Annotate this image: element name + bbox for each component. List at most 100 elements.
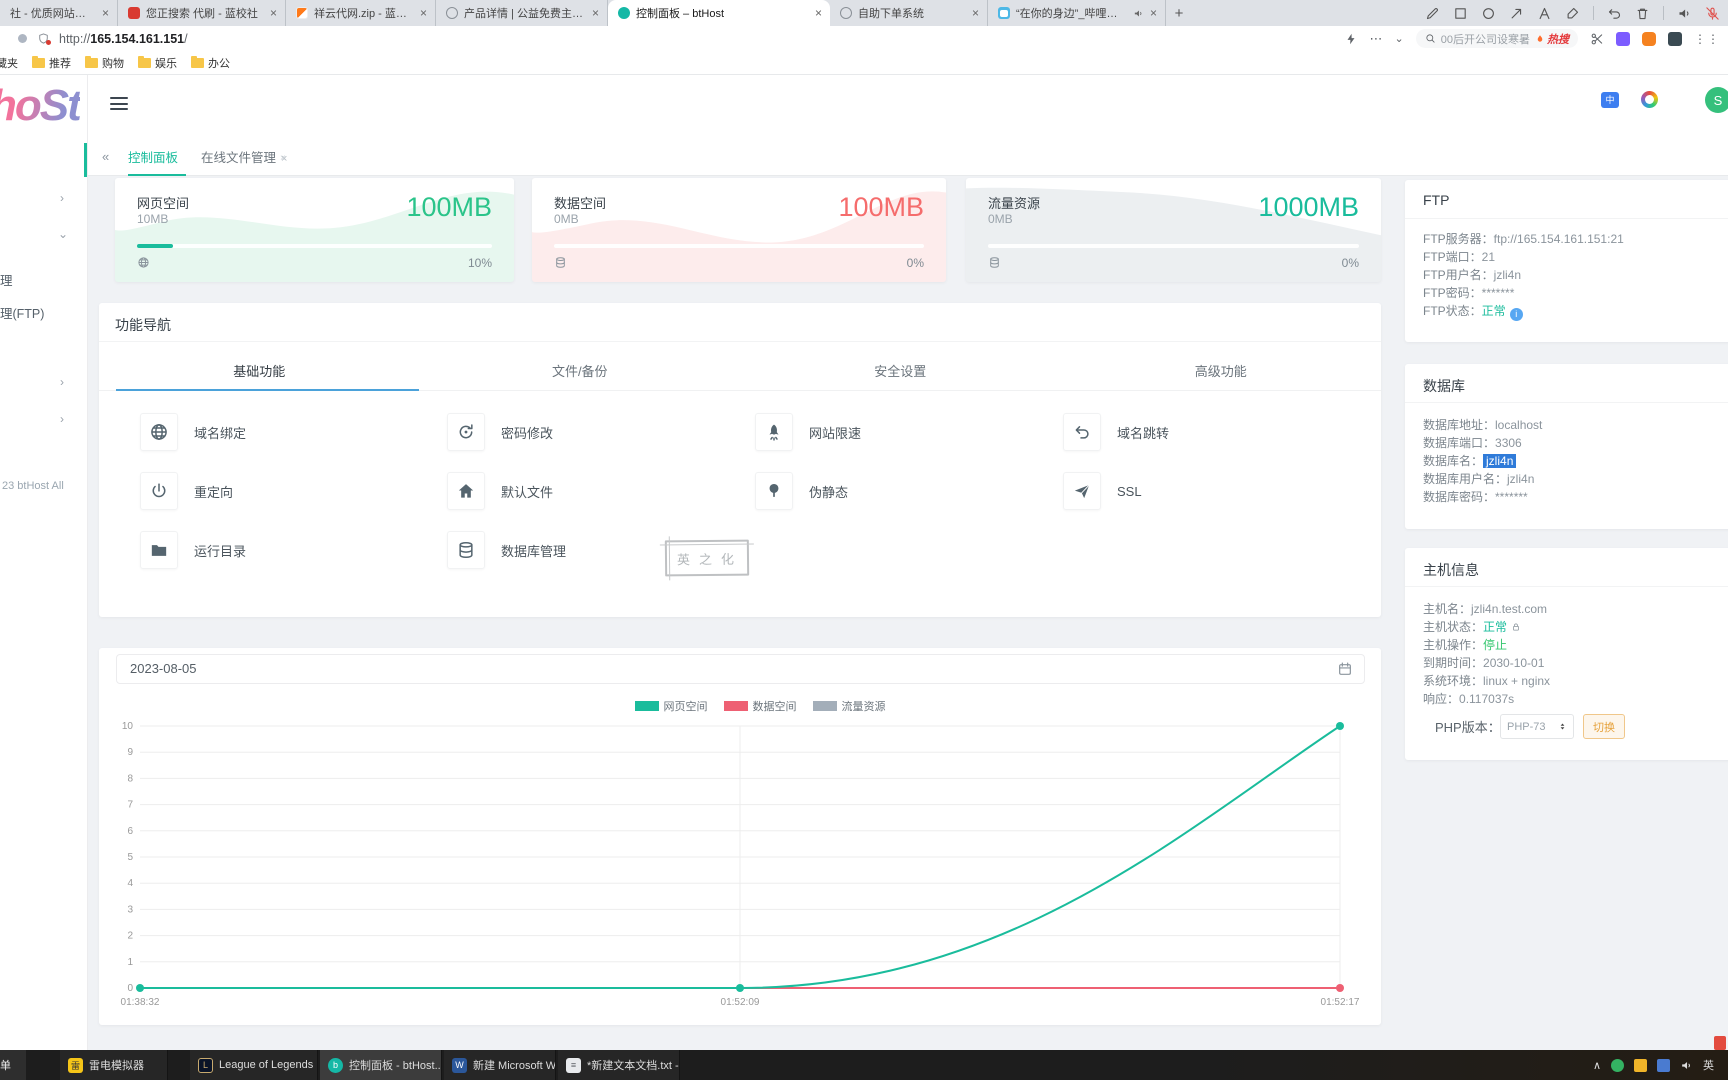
tray-chevron-up-icon[interactable]: ∧: [1592, 1059, 1601, 1072]
row-label: 数据库用户名：: [1423, 472, 1508, 486]
browser-tab[interactable]: 您正搜索 代刷 - 蓝校社 ×: [118, 0, 286, 26]
pencil-icon[interactable]: [1425, 6, 1440, 21]
function-item[interactable]: 密码修改: [447, 413, 553, 451]
sidebar-item-file-manager[interactable]: 理: [0, 274, 13, 288]
chevron-right-icon[interactable]: ›: [60, 375, 64, 389]
tray-green-icon[interactable]: [1611, 1058, 1624, 1072]
bookmark-folder[interactable]: 办公: [191, 55, 230, 71]
tray-blue-icon[interactable]: [1657, 1058, 1670, 1072]
url-text[interactable]: http://165.154.161.151/: [59, 32, 188, 46]
square-icon[interactable]: [1453, 6, 1468, 21]
hamburger-menu-icon[interactable]: [110, 97, 128, 110]
page-tab-dashboard[interactable]: 控制面板: [128, 151, 179, 165]
site-info-icon[interactable]: [18, 34, 27, 43]
legend-item[interactable]: 数据空间: [723, 698, 797, 714]
ghost-close-icon[interactable]: ×: [280, 153, 286, 164]
tab-close-icon[interactable]: ×: [591, 6, 599, 20]
not-secure-shield-icon[interactable]: [37, 32, 51, 45]
more-icon[interactable]: ⋯: [1369, 30, 1383, 46]
taskbar-item-ldplayer[interactable]: 雷 雷电模拟器: [60, 1050, 168, 1080]
tab-close-icon[interactable]: ×: [101, 6, 109, 20]
marker-icon[interactable]: [1565, 6, 1580, 21]
chevron-right-icon[interactable]: ›: [60, 412, 64, 426]
arrow-icon[interactable]: [1509, 6, 1524, 21]
undo-icon[interactable]: [1607, 6, 1622, 21]
tab-audio-icon[interactable]: [1133, 8, 1144, 19]
address-bar[interactable]: http://165.154.161.151/ ⋯ ⌄ 00后开公司设寒暑 热搜…: [0, 26, 1728, 51]
chevron-down-icon[interactable]: ⌄: [1394, 33, 1404, 45]
function-item[interactable]: 网站限速: [755, 413, 861, 451]
browser-tab-active[interactable]: 控制面板 – btHost ×: [608, 0, 830, 26]
legend-item[interactable]: 网页空间: [634, 698, 708, 714]
tab-close-icon[interactable]: ×: [971, 6, 979, 20]
tab-close-icon[interactable]: ×: [269, 6, 277, 20]
extension-orange-icon[interactable]: [1642, 31, 1656, 46]
function-item[interactable]: 运行目录: [140, 531, 246, 569]
tab-advanced[interactable]: 高级功能: [1194, 364, 1247, 379]
browser-tab[interactable]: 社 - 优质网站源码与搭建 ×: [0, 0, 118, 26]
host-stop-link[interactable]: 停止: [1483, 638, 1508, 652]
tab-title: “在你的身边”_哔哩哔哩_bi: [1016, 8, 1127, 20]
menu-dots-icon[interactable]: ⋮⋮: [1694, 31, 1720, 46]
extension-purple-icon[interactable]: [1616, 31, 1630, 46]
php-version-select[interactable]: PHP-73: [1500, 714, 1574, 739]
browser-tab[interactable]: “在你的身边”_哔哩哔哩_bi ×: [988, 0, 1166, 26]
avatar[interactable]: S: [1705, 87, 1728, 113]
function-item[interactable]: SSL: [1063, 472, 1142, 510]
tab-close-icon[interactable]: ×: [1149, 6, 1157, 20]
browser-tab[interactable]: 产品详情 | 公益免费主机互联 ×: [436, 0, 608, 26]
page-tab-file-manager[interactable]: 在线文件管理 ×: [201, 141, 287, 176]
bookmark-folder[interactable]: 购物: [85, 55, 124, 71]
tab-close-icon[interactable]: ×: [281, 153, 288, 165]
quick-search[interactable]: 00后开公司设寒暑 热搜: [1415, 29, 1578, 48]
taskbar-item-notepad[interactable]: ≡ *新建文本文档.txt -...: [558, 1050, 680, 1080]
taskbar-item-lol[interactable]: L League of Legends: [190, 1050, 318, 1080]
db-name-selected[interactable]: jzli4n: [1483, 454, 1517, 468]
scissors-icon[interactable]: [1590, 32, 1604, 46]
new-tab-button[interactable]: +: [1174, 4, 1184, 22]
text-tool-icon[interactable]: [1537, 6, 1552, 21]
sidebar-item-ftp[interactable]: 理(FTP): [0, 307, 45, 321]
bookmark-folder[interactable]: 娱乐: [138, 55, 177, 71]
taskbar-item-bthost[interactable]: b 控制面板 - btHost...: [320, 1050, 442, 1080]
taskbar-item-partial[interactable]: 单: [0, 1050, 26, 1080]
function-item[interactable]: 重定向: [140, 472, 233, 510]
hot-search-badge[interactable]: 热搜: [1535, 31, 1569, 47]
theme-palette-icon[interactable]: [1641, 91, 1658, 108]
flash-icon[interactable]: [1344, 32, 1358, 46]
bookmark-folder[interactable]: 推荐: [32, 55, 71, 71]
tab-file-backup[interactable]: 文件/备份: [551, 364, 608, 379]
trash-icon[interactable]: [1635, 6, 1650, 21]
info-row: 数据库地址：localhost: [1423, 416, 1728, 434]
chevron-down-icon[interactable]: ⌄: [58, 227, 69, 241]
date-picker[interactable]: 2023-08-05: [116, 654, 1365, 684]
function-item[interactable]: 伪静态: [755, 472, 848, 510]
extension-dark-icon[interactable]: [1668, 31, 1682, 46]
calendar-icon[interactable]: [1337, 661, 1353, 677]
ime-indicator[interactable]: 英: [1703, 1060, 1714, 1072]
translate-icon[interactable]: 中: [1601, 91, 1619, 108]
function-item[interactable]: 域名跳转: [1063, 413, 1169, 451]
collapse-tabs-icon[interactable]: «: [102, 149, 110, 164]
function-item[interactable]: 默认文件: [447, 472, 553, 510]
tray-yellow-icon[interactable]: [1634, 1058, 1647, 1072]
function-item[interactable]: 域名绑定: [140, 413, 246, 451]
edge-red-widget[interactable]: [1714, 1036, 1726, 1050]
tab-basic-functions[interactable]: 基础功能: [233, 364, 286, 379]
taskbar-item-word[interactable]: W 新建 Microsoft W...: [444, 1050, 556, 1080]
tab-close-icon[interactable]: ×: [419, 6, 427, 20]
chevron-right-icon[interactable]: ›: [60, 191, 64, 205]
volume-icon[interactable]: [1680, 1059, 1693, 1072]
circle-icon[interactable]: [1481, 6, 1496, 21]
php-switch-button[interactable]: 切换: [1583, 714, 1625, 739]
bookmark-partial[interactable]: 藏夹: [0, 57, 18, 70]
tab-security[interactable]: 安全设置: [874, 364, 927, 379]
browser-tab[interactable]: 祥云代网.zip - 蓝奏云 ×: [286, 0, 436, 26]
mic-muted-icon[interactable]: [1705, 6, 1720, 21]
info-icon[interactable]: i: [1509, 308, 1523, 321]
legend-item[interactable]: 流量资源: [812, 698, 886, 714]
tab-close-icon[interactable]: ×: [814, 6, 822, 20]
browser-tab[interactable]: 自助下单系统 ×: [830, 0, 988, 26]
function-item[interactable]: 数据库管理: [447, 531, 566, 569]
speaker-icon[interactable]: [1677, 6, 1692, 21]
